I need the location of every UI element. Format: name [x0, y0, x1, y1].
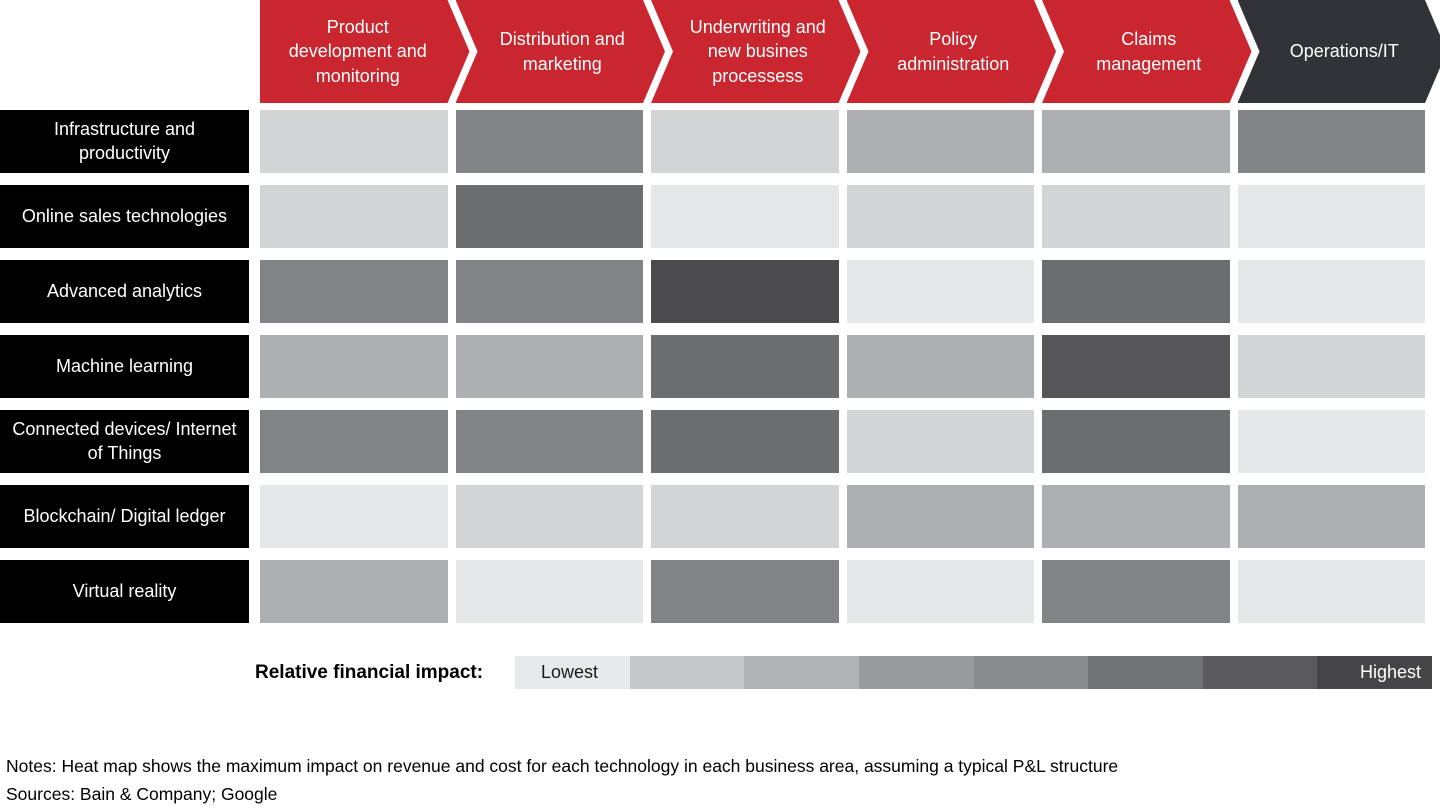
heatmap-cell-r7-c5: [1042, 560, 1230, 623]
heatmap-cell-r5-c5: [1042, 410, 1230, 473]
heatmap-cell-r2-c2: [455, 185, 643, 248]
legend-segment-8: Highest: [1317, 656, 1432, 689]
heatmap-cell-r3-c2: [455, 260, 643, 323]
heatmap-cell-r2-c3: [651, 185, 839, 248]
heatmap-cell-r2-c5: [1042, 185, 1230, 248]
heatmap-cell-r7-c1: [260, 560, 448, 623]
heatmap-cell-r5-c2: [455, 410, 643, 473]
legend-segment-3: [744, 656, 859, 689]
heatmap-cell-r4-c5: [1042, 335, 1230, 398]
heatmap-cell-r2-c1: [260, 185, 448, 248]
heatmap-cell-r6-c2: [455, 485, 643, 548]
legend-segment-5: [973, 656, 1089, 689]
technology-row-labels: Infrastructure and productivity Online sa…: [0, 110, 249, 623]
heatmap-cell-r6-c4: [846, 485, 1034, 548]
column-header-slot: Product development and monitoring: [260, 0, 448, 103]
column-header-slot: Claims management: [1042, 0, 1230, 103]
column-header-label: Underwriting and new busines processess: [689, 17, 826, 86]
heatmap-cell-r5-c1: [260, 410, 448, 473]
row-header-label: Infrastructure and productivity: [0, 110, 249, 173]
notes-line: Notes: Heat map shows the maximum impact…: [6, 756, 1119, 776]
legend-segment-7: [1202, 656, 1318, 689]
heatmap-cell-r3-c3: [651, 260, 839, 323]
column-header-label: Product development and monitoring: [288, 17, 427, 86]
heatmap-cell-r4-c2: [455, 335, 643, 398]
row-header-label: Connected devices/ Internet of Things: [0, 410, 249, 473]
legend-title: Relative financial impact:: [255, 662, 484, 683]
legend-segment-6: [1088, 656, 1203, 689]
row-header-label: Advanced analytics: [0, 260, 249, 323]
column-header-arrow: Policy administration: [847, 0, 1057, 103]
column-header-arrow: Underwriting and new busines processess: [651, 0, 861, 103]
heatmap-cell-r3-c4: [846, 260, 1034, 323]
legend-segment-4: [858, 656, 974, 689]
heatmap-cell-r1-c3: [651, 110, 839, 173]
heatmap-cell-r1-c1: [260, 110, 448, 173]
row-header-label: Virtual reality: [0, 560, 249, 623]
process-stage-header-row: Product development and monitoring Distri…: [260, 0, 1425, 103]
column-header-label: Claims management: [1096, 29, 1202, 74]
heatmap-cell-r5-c3: [651, 410, 839, 473]
column-header-label: Policy administration: [897, 29, 1010, 74]
heatmap-cell-r1-c5: [1042, 110, 1230, 173]
heatmap-cell-r2-c6: [1237, 185, 1425, 248]
column-header-slot: Distribution and marketing: [456, 0, 644, 103]
legend-segment-2: [629, 656, 745, 689]
heatmap-cell-r7-c3: [651, 560, 839, 623]
sources-line: Sources: Bain & Company; Google: [6, 784, 278, 804]
heatmap-cell-r5-c4: [846, 410, 1034, 473]
column-header-arrow: Distribution and marketing: [456, 0, 666, 103]
heatmap-cell-r7-c2: [455, 560, 643, 623]
heatmap-cell-r1-c4: [846, 110, 1034, 173]
heatmap-cell-r1-c6: [1237, 110, 1425, 173]
heatmap-cell-r3-c6: [1237, 260, 1425, 323]
heatmap-cell-r5-c6: [1237, 410, 1425, 473]
column-header-arrow: Product development and monitoring: [260, 0, 470, 103]
legend-lowest-label: Lowest: [541, 662, 599, 682]
heatmap-cell-r3-c5: [1042, 260, 1230, 323]
column-header-slot: Operations/IT: [1238, 0, 1426, 103]
column-header-label: Operations/IT: [1289, 41, 1399, 62]
heatmap-grid: [260, 110, 1425, 623]
legend-highest-label: Highest: [1359, 662, 1421, 682]
heatmap-cell-r2-c4: [846, 185, 1034, 248]
heatmap-cell-r1-c2: [455, 110, 643, 173]
heatmap-cell-r6-c6: [1237, 485, 1425, 548]
heatmap-cell-r3-c1: [260, 260, 448, 323]
legend-segment-1: Lowest: [515, 656, 630, 689]
legend-scale-bar: Lowest Highest: [515, 656, 1432, 689]
column-header-arrow: Claims management: [1042, 0, 1252, 103]
column-header-slot: Policy administration: [847, 0, 1035, 103]
heatmap-cell-r7-c4: [846, 560, 1034, 623]
column-header-arrow: Operations/IT: [1238, 0, 1440, 103]
heatmap-cell-r6-c3: [651, 485, 839, 548]
column-header-label: Distribution and marketing: [499, 29, 625, 74]
heatmap-cell-r6-c5: [1042, 485, 1230, 548]
heatmap-cell-r4-c3: [651, 335, 839, 398]
heatmap-cell-r6-c1: [260, 485, 448, 548]
row-header-label: Online sales technologies: [0, 185, 249, 248]
heatmap-cell-r4-c1: [260, 335, 448, 398]
column-header-slot: Underwriting and new busines processess: [651, 0, 839, 103]
row-header-label: Machine learning: [0, 335, 249, 398]
heatmap-cell-r4-c6: [1237, 335, 1425, 398]
heatmap-cell-r4-c4: [846, 335, 1034, 398]
row-header-label: Blockchain/ Digital ledger: [0, 485, 249, 548]
heatmap-cell-r7-c6: [1237, 560, 1425, 623]
footnotes: Notes: Heat map shows the maximum impact…: [6, 752, 1118, 808]
